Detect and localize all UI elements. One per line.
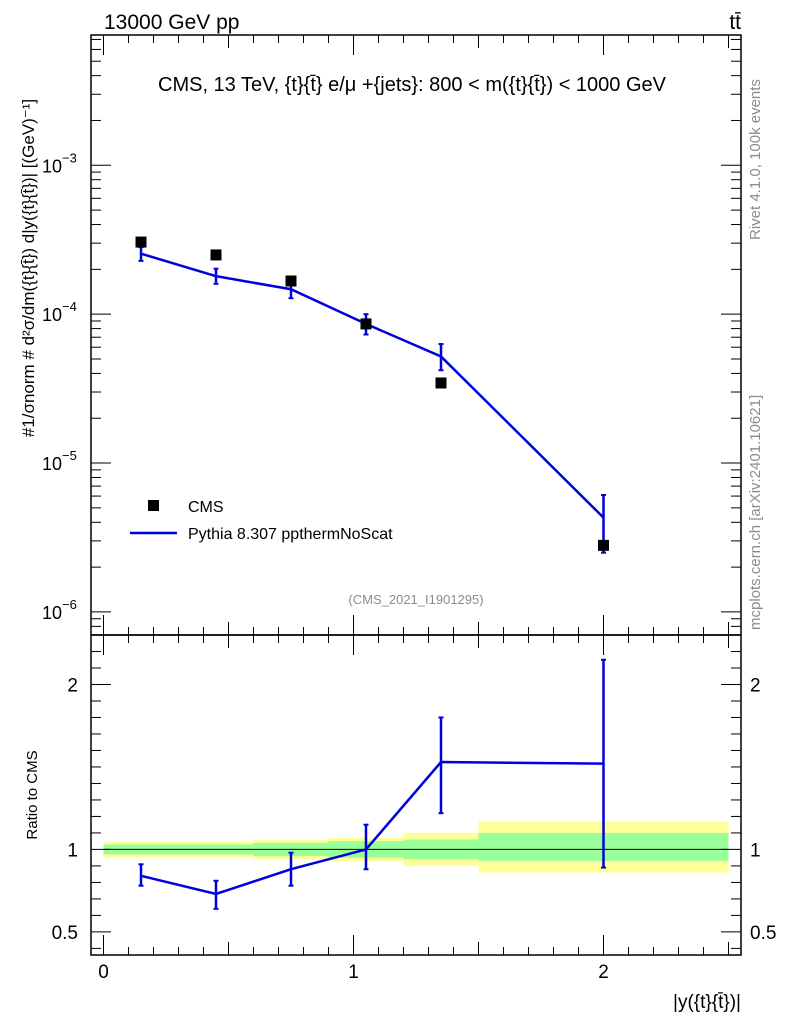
main-frame <box>90 34 742 636</box>
ratio-y-tick-label: 1 <box>67 840 78 861</box>
x-tick-label: 2 <box>598 962 609 983</box>
ratio-panel: 0.5 0.5 1 1 2 2 0 1 2 Ratio to CMS |y({t}{t̄})| <box>24 634 776 1013</box>
x-tick-label: 1 <box>348 962 359 983</box>
mcplots-label: mcplots.cern.ch [arXiv:2401.10621] <box>747 395 764 630</box>
legend-cms-marker <box>148 500 159 511</box>
cms-data-point <box>360 318 372 330</box>
mc-line <box>140 252 605 519</box>
ratio-y-tick-label: 0.5 <box>52 923 78 944</box>
rivet-version-label: Rivet 4.1.0, 100k events <box>747 79 764 240</box>
main-panel: 10−610−510−410−3 CMS, 13 TeV, {t}{t̄} e/… <box>19 34 742 636</box>
main-y-tick-exponent: −6 <box>62 597 77 612</box>
x-axis-label: |y({t}{t̄})| <box>673 992 741 1013</box>
legend-cms-label: CMS <box>188 499 224 516</box>
main-y-tick-label: 10 <box>42 156 62 176</box>
ratio-y-tick-label-right: 2 <box>750 675 761 696</box>
ratio-y-axis-label: Ratio to CMS <box>24 750 41 839</box>
main-y-tick-exponent: −5 <box>62 448 77 463</box>
cms-data-point <box>285 275 297 287</box>
main-y-tick-exponent: −4 <box>62 299 77 314</box>
ratio-frame <box>90 634 742 956</box>
ratio-y-tick-label: 2 <box>67 675 78 696</box>
plot-title: CMS, 13 TeV, {t}{t̄} e/μ +{jets}: 800 < … <box>158 74 667 96</box>
cms-data-point <box>210 249 222 261</box>
ratio-y-tick-label-right: 1 <box>750 840 761 861</box>
cms-data-point <box>135 236 147 248</box>
main-y-tick-label: 10 <box>42 603 62 623</box>
x-tick-label: 0 <box>98 962 109 983</box>
header-energy-label: 13000 GeV pp <box>104 11 239 34</box>
main-y-tick-exponent: −3 <box>62 150 77 165</box>
header-process-label: tt̄ <box>729 11 741 34</box>
main-y-tick-label: 10 <box>42 305 62 325</box>
legend-mc-label: Pythia 8.307 ppthermNoScat <box>188 526 393 543</box>
ratio-y-tick-label-right: 0.5 <box>750 923 776 944</box>
main-y-axis-label: #1/σnorm # d²σ/dm({t}{t̄}) d|y({t}{t̄})|… <box>19 99 38 437</box>
cms-data-point <box>435 377 447 389</box>
legend: CMS Pythia 8.307 ppthermNoScat <box>130 499 393 543</box>
ratio-mc-line <box>140 760 604 896</box>
main-y-tick-label: 10 <box>42 454 62 474</box>
analysis-watermark: (CMS_2021_I1901295) <box>348 592 483 607</box>
cms-data-point <box>598 539 609 551</box>
